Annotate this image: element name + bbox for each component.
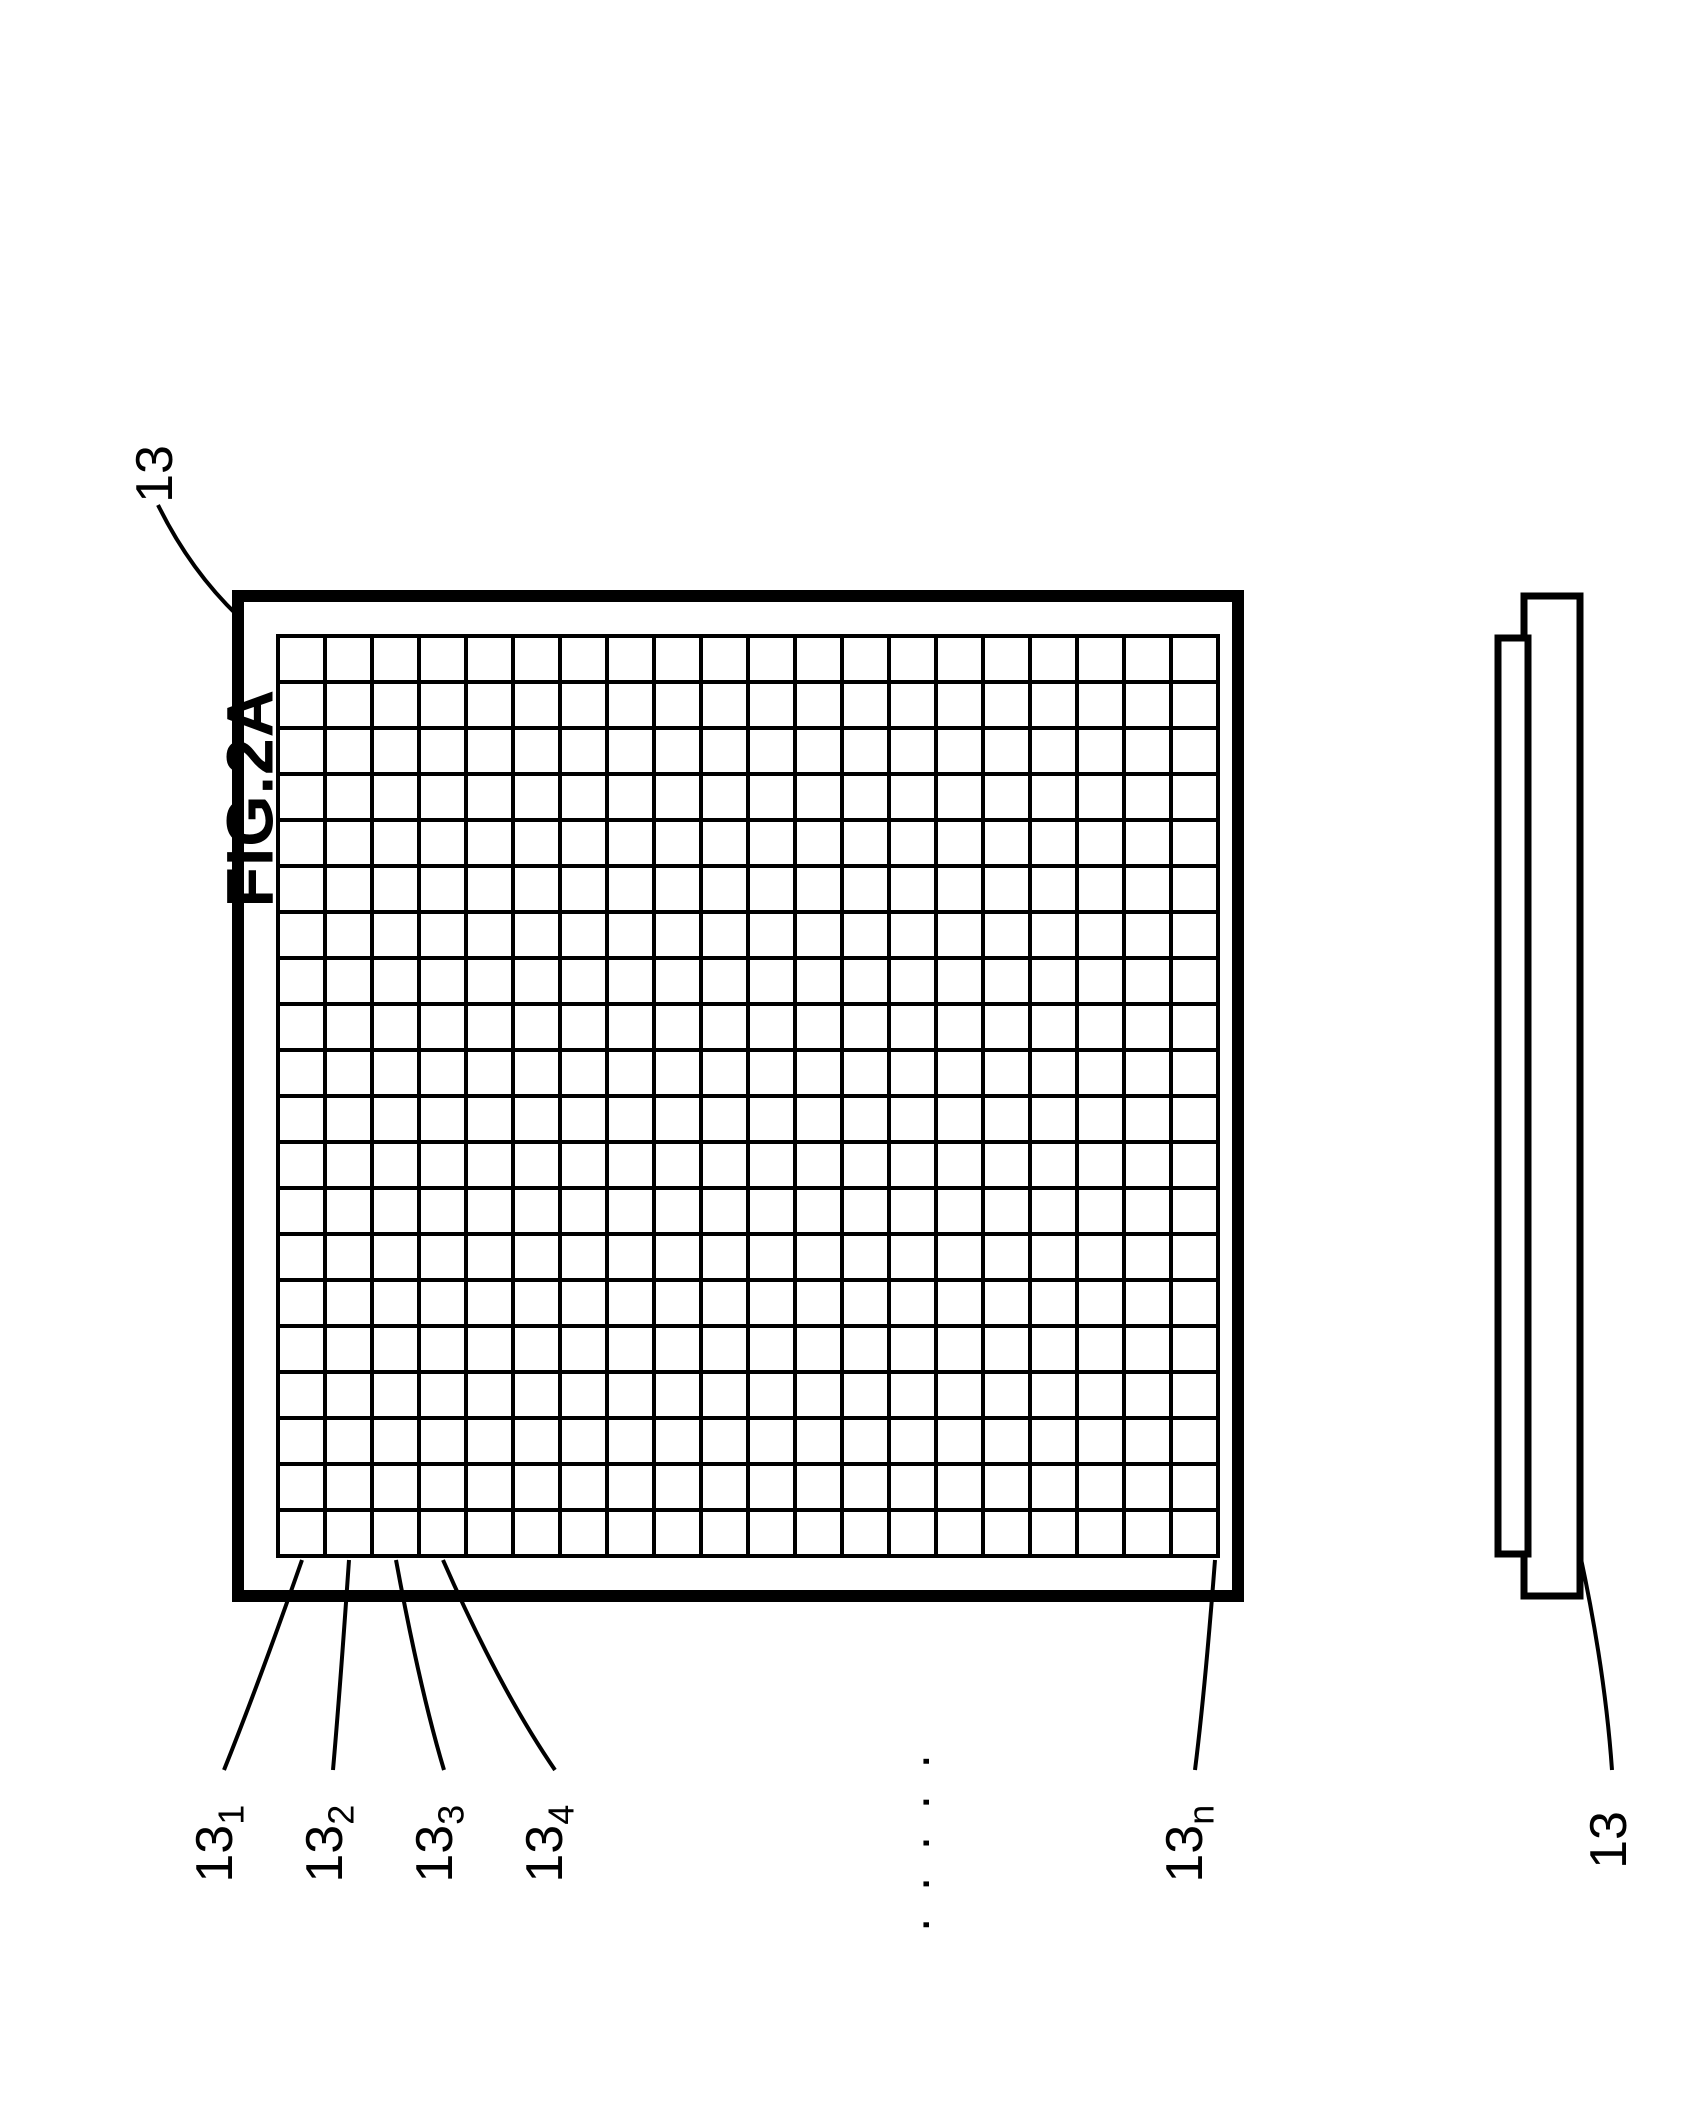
fig2b-top-rect (1498, 638, 1528, 1554)
leader-fig2b-13 (1580, 1554, 1612, 1770)
page-container: FIG.2A FIG.2B 13 131 132 133 134 . . . (0, 0, 1689, 2113)
fig2b-drawing (0, 0, 1689, 2113)
fig2b-base-rect (1524, 596, 1580, 1596)
ref-fig2b-13-text: 13 (1580, 1811, 1638, 1869)
ref-fig2b-13: 13 (1579, 1811, 1639, 1869)
